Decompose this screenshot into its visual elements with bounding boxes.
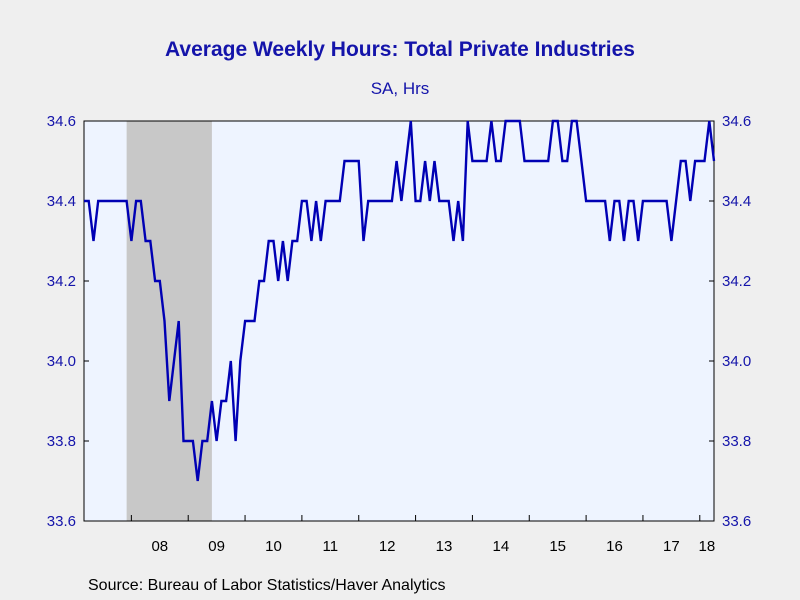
x-tick-label: 12 (379, 538, 396, 555)
source-note: Source: Bureau of Labor Statistics/Haver… (88, 577, 446, 594)
chart-subtitle: SA, Hrs (370, 79, 430, 98)
y-tick-label-left: 34.2 (47, 273, 76, 290)
y-tick-label-left: 34.4 (47, 193, 76, 210)
chart-title: Average Weekly Hours: Total Private Indu… (165, 38, 635, 61)
y-tick-label-right: 33.8 (722, 433, 751, 450)
y-tick-label-right: 34.2 (722, 273, 751, 290)
y-tick-label-left: 34.0 (47, 353, 76, 370)
y-tick-label-left: 33.6 (47, 513, 76, 530)
y-tick-label-right: 33.6 (722, 513, 751, 530)
x-tick-label: 08 (151, 538, 168, 555)
x-tick-label: 10 (265, 538, 282, 555)
y-tick-label-right: 34.0 (722, 353, 751, 370)
plot-frame (83, 120, 715, 522)
x-tick-label: 13 (436, 538, 453, 555)
series-line (84, 119, 716, 482)
y-tick-label-right: 34.4 (722, 193, 751, 210)
y-tick-label-left: 33.8 (47, 433, 76, 450)
y-tick-label-left: 34.6 (47, 113, 76, 130)
x-tick-label: 11 (323, 538, 339, 555)
x-tick-label: 17 (663, 538, 680, 555)
recession-band (126, 121, 212, 521)
x-tick-label: 09 (208, 538, 225, 555)
y-tick-label-right: 34.6 (722, 113, 751, 130)
x-tick-label: 15 (549, 538, 566, 555)
x-tick-label: 18 (699, 538, 716, 555)
x-tick-label: 16 (606, 538, 623, 555)
x-tick-label: 14 (492, 538, 509, 555)
